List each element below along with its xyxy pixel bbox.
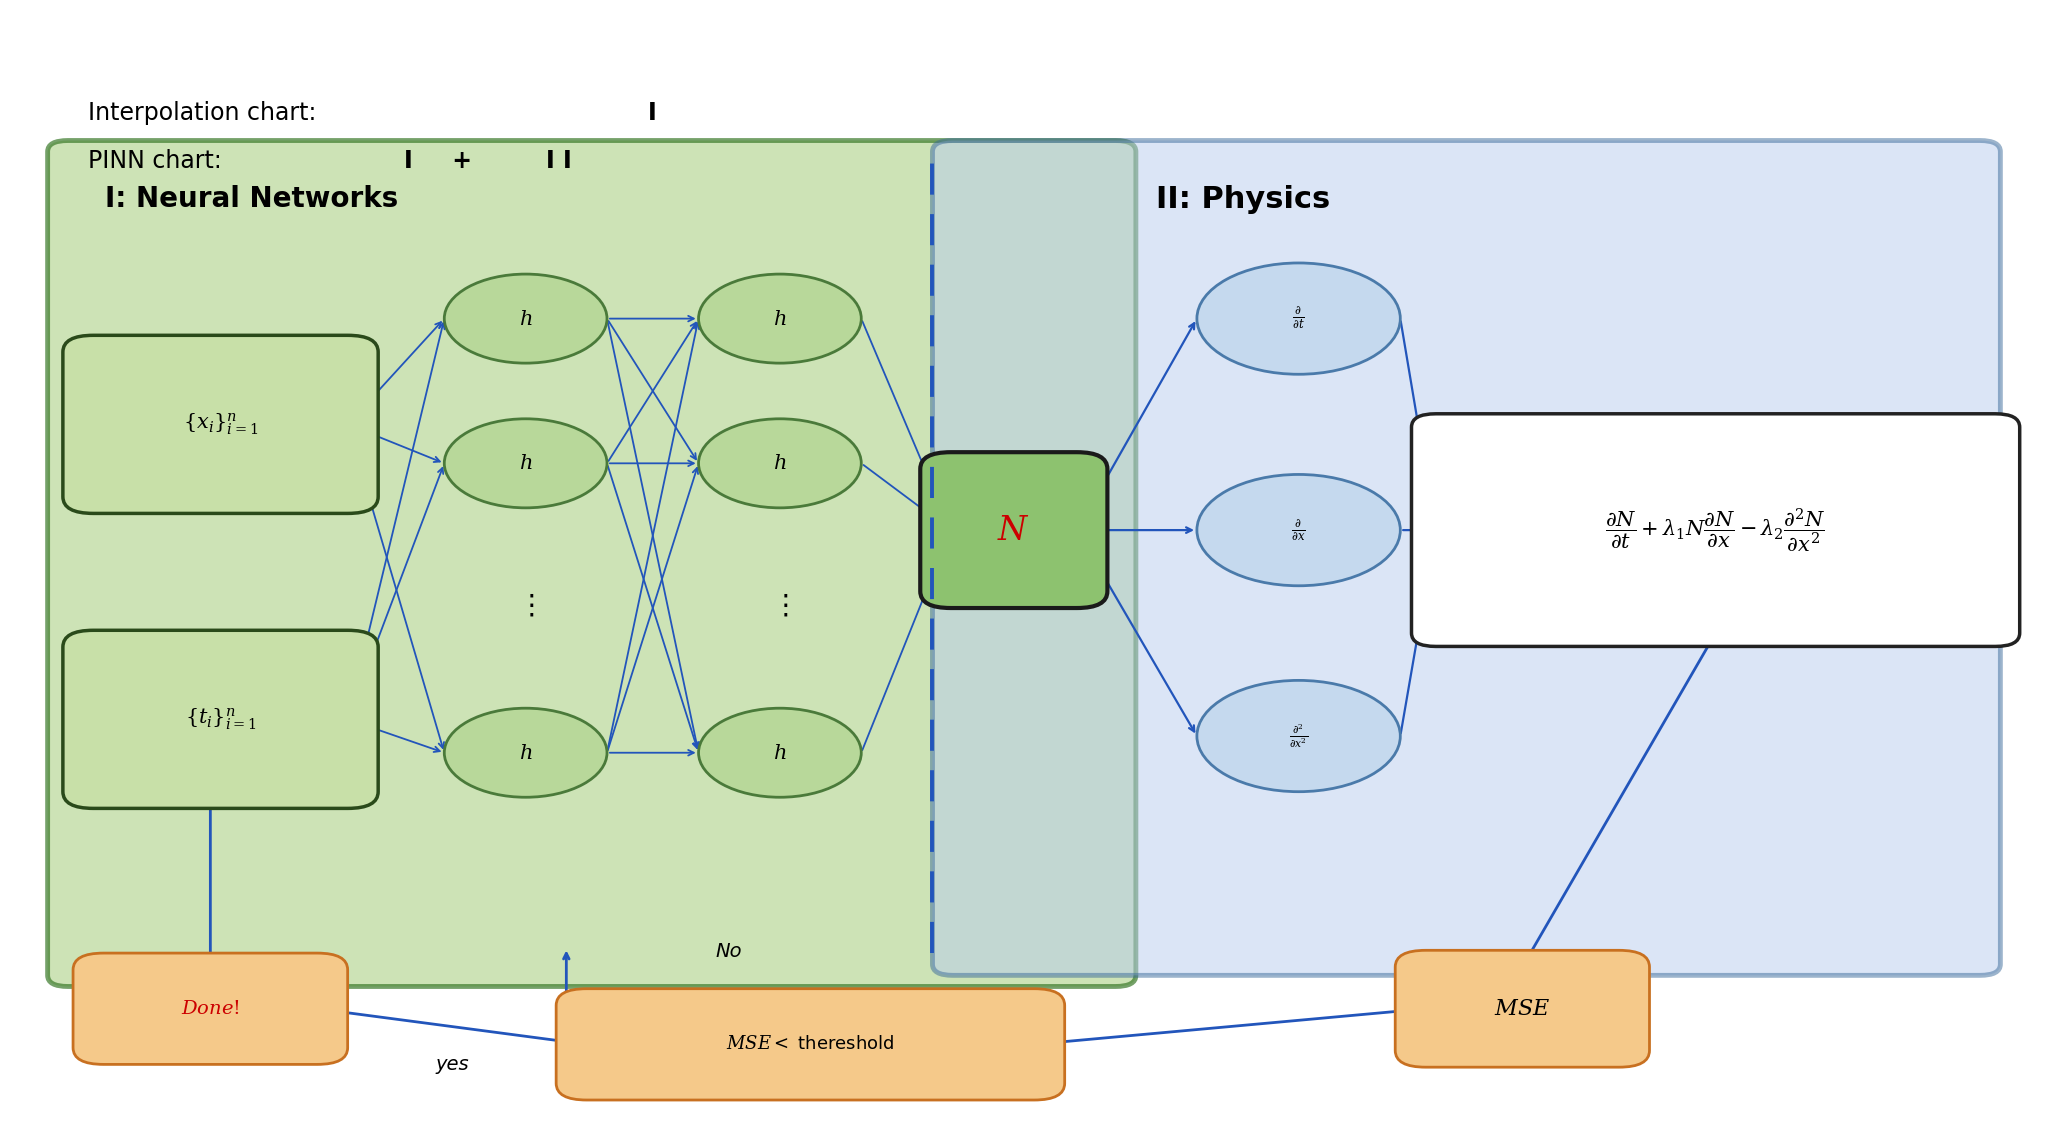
FancyBboxPatch shape — [557, 988, 1065, 1100]
Circle shape — [698, 708, 862, 797]
Text: $h$: $h$ — [518, 309, 532, 329]
Text: $h$: $h$ — [774, 309, 786, 329]
Text: II: Physics: II: Physics — [1157, 185, 1331, 214]
Text: I: I — [403, 149, 412, 172]
FancyBboxPatch shape — [47, 141, 1137, 986]
Circle shape — [1196, 474, 1401, 586]
Text: I: Neural Networks: I: Neural Networks — [104, 185, 397, 213]
Circle shape — [444, 708, 606, 797]
Text: I I: I I — [547, 149, 571, 172]
Text: $N$: $N$ — [997, 514, 1030, 547]
Text: I: I — [647, 100, 657, 125]
Text: $h$: $h$ — [518, 743, 532, 763]
Text: $h$: $h$ — [774, 743, 786, 763]
FancyBboxPatch shape — [1411, 414, 2019, 647]
Circle shape — [1196, 681, 1401, 791]
Text: $\dfrac{\partial N}{\partial t} + \lambda_1 N \dfrac{\partial N}{\partial x} - \: $\dfrac{\partial N}{\partial t} + \lambd… — [1606, 506, 1825, 554]
Text: +: + — [444, 149, 481, 172]
FancyBboxPatch shape — [63, 336, 379, 514]
Text: $h$: $h$ — [774, 453, 786, 473]
Text: $\{t_i\}_{i=1}^{n}$: $\{t_i\}_{i=1}^{n}$ — [184, 707, 256, 733]
Text: $h$: $h$ — [518, 453, 532, 473]
Text: Interpolation chart:: Interpolation chart: — [88, 100, 332, 125]
FancyBboxPatch shape — [74, 953, 348, 1064]
Circle shape — [698, 419, 862, 508]
FancyBboxPatch shape — [932, 141, 2001, 975]
Text: $MSE$: $MSE$ — [1495, 999, 1550, 1019]
Text: PINN chart:: PINN chart: — [88, 149, 238, 172]
Text: $\vdots$: $\vdots$ — [516, 592, 535, 620]
Text: $\frac{\partial^2}{\partial x^2}$: $\frac{\partial^2}{\partial x^2}$ — [1288, 722, 1309, 749]
Circle shape — [444, 419, 606, 508]
Text: $\vdots$: $\vdots$ — [772, 592, 788, 620]
Text: $Done!$: $Done!$ — [180, 1000, 240, 1018]
Circle shape — [698, 274, 862, 363]
Text: $MSE <$ thereshold: $MSE <$ thereshold — [727, 1036, 895, 1054]
Text: $\{x_i\}_{i=1}^{n}$: $\{x_i\}_{i=1}^{n}$ — [182, 411, 258, 437]
FancyBboxPatch shape — [63, 630, 379, 808]
Circle shape — [444, 274, 606, 363]
Text: No: No — [717, 942, 741, 961]
Text: $\frac{\partial}{\partial t}$: $\frac{\partial}{\partial t}$ — [1292, 305, 1305, 331]
Text: yes: yes — [434, 1056, 469, 1074]
Text: $\frac{\partial}{\partial x}$: $\frac{\partial}{\partial x}$ — [1292, 517, 1307, 542]
FancyBboxPatch shape — [1395, 950, 1649, 1067]
FancyBboxPatch shape — [920, 452, 1108, 609]
Circle shape — [1196, 263, 1401, 374]
